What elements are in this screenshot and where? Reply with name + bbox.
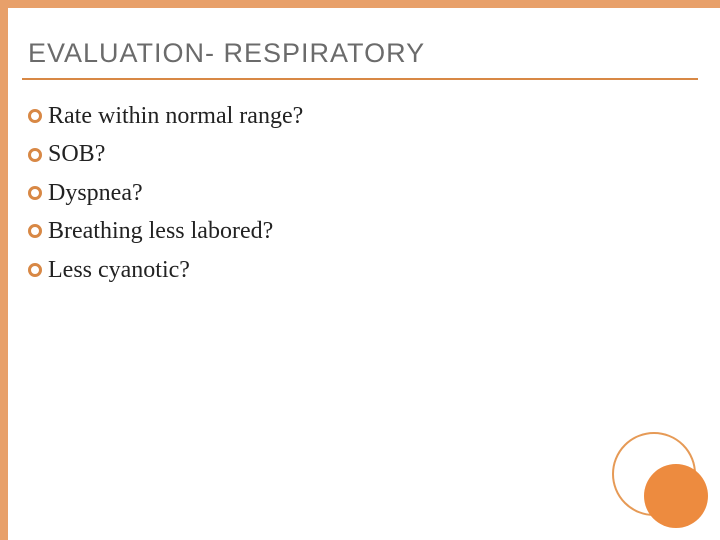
list-item: SOB? (28, 138, 688, 170)
bullet-ring-icon (28, 263, 42, 277)
list-item: Dyspnea? (28, 177, 688, 209)
bullet-text: SOB? (48, 138, 105, 170)
list-item: Rate within normal range? (28, 100, 688, 132)
bullet-ring-icon (28, 109, 42, 123)
list-item: Breathing less labored? (28, 215, 688, 247)
left-accent-border (0, 0, 8, 540)
bullet-list: Rate within normal range? SOB? Dyspnea? … (28, 100, 688, 292)
bullet-text: Rate within normal range? (48, 100, 303, 132)
bullet-text: Less cyanotic? (48, 254, 190, 286)
bullet-ring-icon (28, 224, 42, 238)
bullet-ring-icon (28, 148, 42, 162)
bullet-text: Breathing less labored? (48, 215, 273, 247)
list-item: Less cyanotic? (28, 254, 688, 286)
bullet-text: Dyspnea? (48, 177, 143, 209)
top-accent-border (0, 0, 720, 8)
title-underline (22, 78, 698, 80)
bullet-ring-icon (28, 186, 42, 200)
slide-title: EVALUATION- RESPIRATORY (28, 38, 425, 69)
decoration-circle-icon (644, 464, 708, 528)
